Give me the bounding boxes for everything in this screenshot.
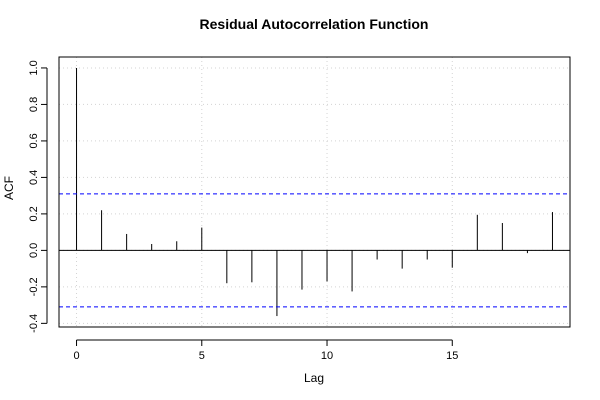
x-axis-label: Lag xyxy=(304,371,324,385)
plot-frame xyxy=(58,56,571,328)
x-tick-label: 0 xyxy=(73,350,79,362)
y-tick-label: 1.0 xyxy=(28,60,40,75)
y-tick-label: -0.4 xyxy=(28,314,40,333)
confidence-bounds xyxy=(59,193,570,308)
y-tick-label: 0.2 xyxy=(28,206,40,221)
y-tick-label: 0.0 xyxy=(28,243,40,258)
x-tick-label: 15 xyxy=(446,350,458,362)
axes: 0 5 10 15 -0.4 -0.2 0.0 0.2 0.4 0.6 0.8 1.0 xyxy=(28,60,458,362)
y-tick-label: 0.6 xyxy=(28,133,40,148)
acf-bars xyxy=(59,67,570,317)
x-tick-label: 10 xyxy=(321,350,333,362)
x-tick-label: 5 xyxy=(199,350,205,362)
y-axis-label: ACF xyxy=(2,176,16,200)
y-tick-label: -0.2 xyxy=(28,277,40,296)
y-tick-label: 0.8 xyxy=(28,97,40,112)
grid-lines xyxy=(59,57,570,327)
y-tick-label: 0.4 xyxy=(28,170,40,185)
chart-title: Residual Autocorrelation Function xyxy=(200,16,429,32)
